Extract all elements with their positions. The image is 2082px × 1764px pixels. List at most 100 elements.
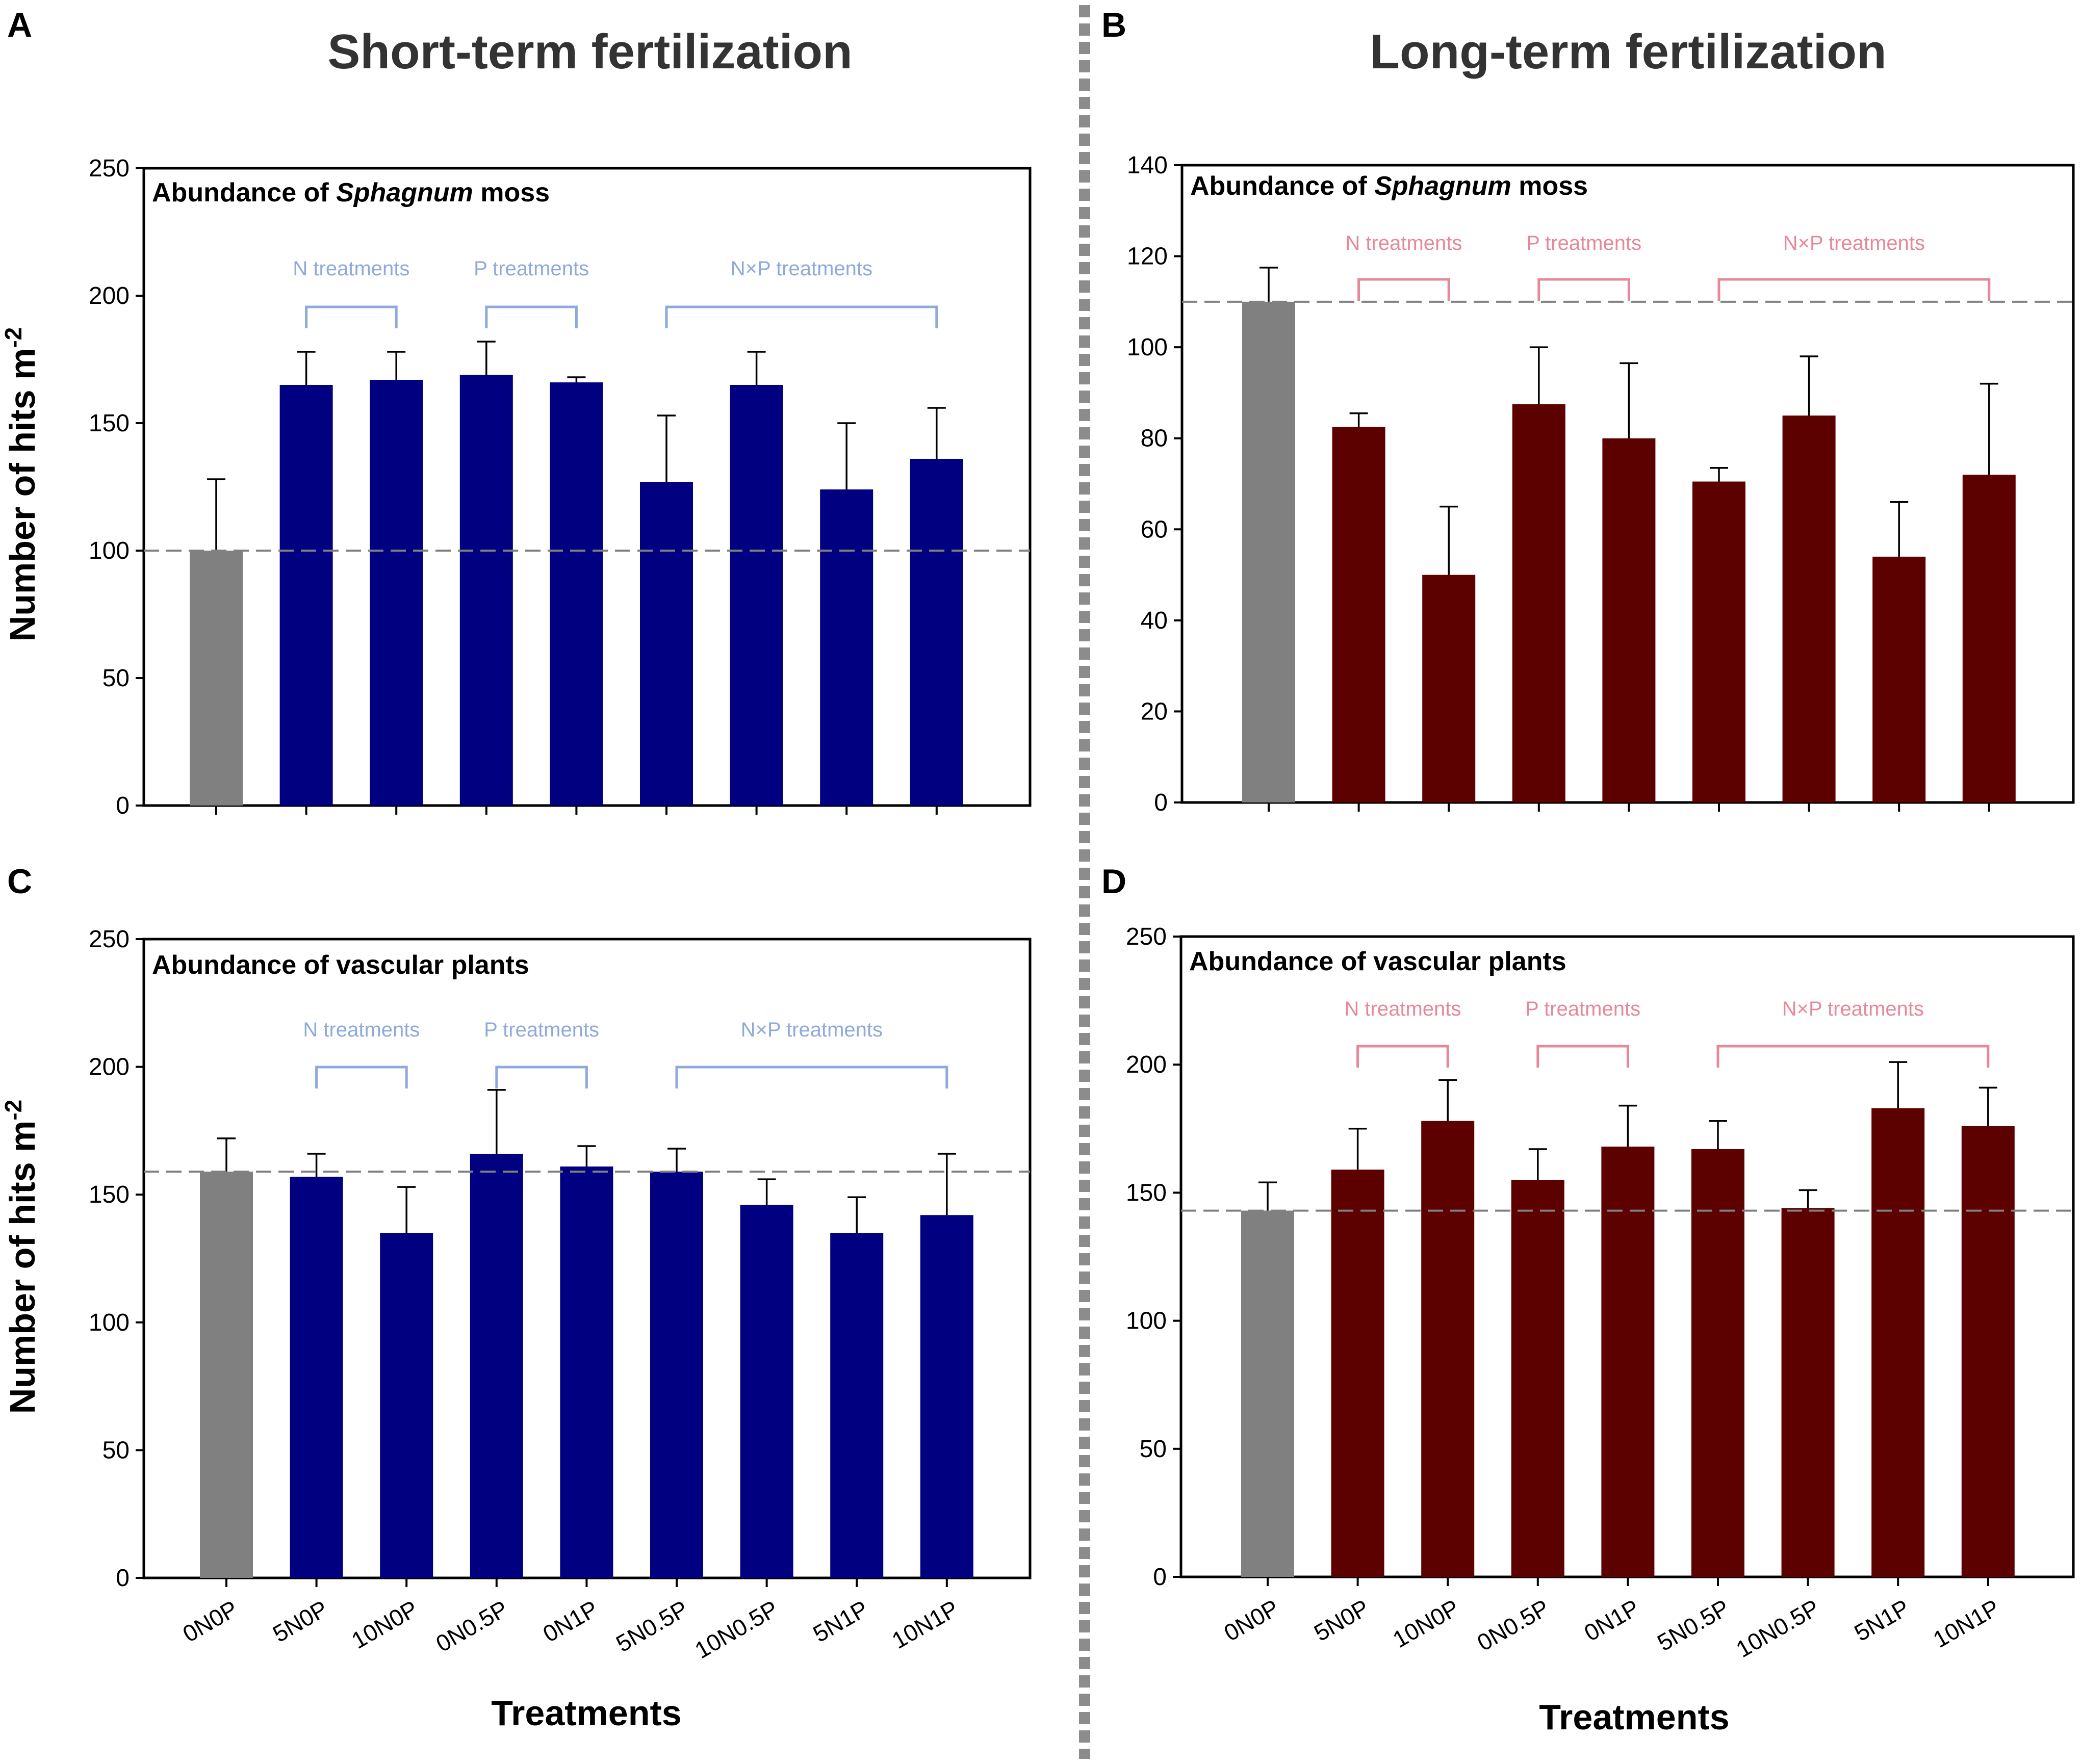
- bar-5n1p: [830, 1233, 884, 1578]
- bar-10n1p: [1961, 1126, 2015, 1577]
- y-axis-title-superscript: -2: [0, 1100, 27, 1121]
- p-treatments-label: P treatments: [484, 1019, 599, 1041]
- x-axis-title-left: Treatments: [491, 1693, 681, 1733]
- y-tick-label: 40: [1141, 607, 1168, 634]
- y-tick-label: 150: [1126, 1179, 1167, 1206]
- bar-5n0-5p: [640, 482, 693, 806]
- n-treatments-bracket: [1357, 278, 1450, 301]
- n-treatments-label: N treatments: [1345, 232, 1462, 254]
- bar-0n1p: [550, 382, 603, 806]
- category-label: 5N0P: [1309, 1594, 1374, 1647]
- bar-0n0-5p: [1511, 1180, 1564, 1577]
- bar-5n0-5p: [1691, 1149, 1744, 1577]
- category-label: 10N0P: [347, 1595, 422, 1654]
- bar-10n0p: [1421, 1121, 1475, 1577]
- plot-title: Abundance of Sphagnum moss: [1190, 171, 1588, 201]
- bar-10n1p: [1962, 475, 2016, 802]
- panel-letter: D: [1101, 862, 1126, 901]
- y-tick-label: 100: [1126, 1308, 1167, 1335]
- category-label: 10N0.5P: [1732, 1594, 1824, 1663]
- category-label: 5N1P: [1850, 1594, 1914, 1647]
- np-treatments-bracket: [1717, 278, 1991, 301]
- y-tick-label: 0: [116, 1565, 130, 1592]
- bar-0n0p: [1242, 301, 1295, 802]
- bar-10n0-5p: [1781, 1208, 1835, 1577]
- category-label: 10N1P: [1929, 1594, 2004, 1653]
- bar-5n1p: [820, 489, 873, 806]
- y-tick-label: 250: [89, 155, 130, 182]
- category-label: 10N0P: [1388, 1594, 1463, 1653]
- plot-title-text: Abundance of vascular plants: [1189, 947, 1566, 976]
- y-tick-label: 0: [1153, 1564, 1167, 1591]
- np-treatments-label: N×P treatments: [741, 1019, 883, 1041]
- n-treatments-bracket: [1356, 1045, 1449, 1068]
- plot-title: Abundance of vascular plants: [1189, 947, 1566, 976]
- y-tick-label: 100: [89, 537, 130, 564]
- y-tick-label: 100: [1127, 334, 1168, 361]
- p-treatments-bracket: [495, 1066, 588, 1088]
- y-tick-label: 0: [1154, 789, 1168, 816]
- np-treatments-bracket: [665, 305, 938, 328]
- bar-0n0p: [1241, 1210, 1294, 1577]
- plot-title-suffix: moss: [473, 178, 550, 207]
- y-tick-label: 200: [89, 282, 130, 309]
- bar-0n1p: [1601, 1146, 1655, 1577]
- category-label: 0N0P: [1219, 1594, 1283, 1647]
- bar-5n1p: [1872, 556, 1926, 802]
- bar-0n1p: [1602, 438, 1656, 802]
- bar-0n0-5p: [459, 375, 513, 806]
- bar-10n0-5p: [1782, 416, 1836, 802]
- bar-5n0p: [1332, 427, 1385, 802]
- y-tick-label: 100: [89, 1309, 130, 1336]
- bar-0n0-5p: [1512, 404, 1565, 802]
- x-axis-title-right: Treatments: [1539, 1697, 1729, 1737]
- category-label: 0N1P: [538, 1595, 603, 1648]
- y-tick-label: 80: [1141, 425, 1168, 452]
- y-axis-title-superscript: -2: [0, 327, 27, 348]
- y-tick-label: 20: [1141, 698, 1168, 725]
- p-treatments-bracket: [1537, 278, 1630, 301]
- n-treatments-label: N treatments: [293, 257, 409, 280]
- y-tick-label: 60: [1141, 516, 1168, 543]
- bar-5n0p: [1331, 1170, 1384, 1577]
- bar-10n0p: [380, 1233, 433, 1578]
- panel-a: A 0 50 100 150 200 250 Abundance of Sphagnum mo…: [7, 6, 1032, 819]
- np-treatments-label: N×P treatments: [1783, 232, 1925, 254]
- y-tick-label: 200: [1126, 1051, 1167, 1078]
- category-label: 10N1P: [887, 1595, 963, 1654]
- plot-title-text: Abundance of vascular plants: [152, 950, 529, 980]
- panel-letter: C: [7, 862, 32, 901]
- bar-5n0p: [290, 1177, 343, 1578]
- panel-letter: A: [7, 6, 32, 44]
- np-treatments-bracket: [1716, 1045, 1990, 1068]
- p-treatments-label: P treatments: [1525, 998, 1640, 1020]
- plot-title-italic: Sphagnum: [1374, 171, 1511, 201]
- plot-title-text: Abundance of: [152, 178, 336, 207]
- y-tick-label: 140: [1127, 152, 1168, 179]
- bar-10n0p: [370, 380, 423, 806]
- bar-0n0p: [200, 1172, 253, 1578]
- short-term-title: Short-term fertilization: [327, 24, 852, 79]
- n-treatments-bracket: [305, 305, 398, 328]
- y-tick-label: 50: [102, 665, 130, 692]
- n-treatments-label: N treatments: [1344, 998, 1461, 1020]
- bar-10n0-5p: [740, 1205, 793, 1578]
- p-treatments-bracket: [1536, 1045, 1629, 1068]
- category-label: 5N0.5P: [1653, 1594, 1734, 1656]
- panel-letter: B: [1101, 6, 1126, 44]
- bar-0n0p: [190, 551, 243, 806]
- bar-10n1p: [920, 1215, 973, 1578]
- bar-0n1p: [560, 1166, 613, 1578]
- n-treatments-label: N treatments: [303, 1019, 420, 1041]
- long-term-title: Long-term fertilization: [1370, 24, 1886, 79]
- np-treatments-label: N×P treatments: [1782, 998, 1924, 1020]
- bar-10n0p: [1422, 575, 1476, 802]
- category-label: 10N0.5P: [690, 1595, 783, 1664]
- category-label: 0N0P: [178, 1595, 242, 1648]
- bar-10n0-5p: [730, 385, 783, 806]
- y-tick-label: 50: [102, 1437, 130, 1464]
